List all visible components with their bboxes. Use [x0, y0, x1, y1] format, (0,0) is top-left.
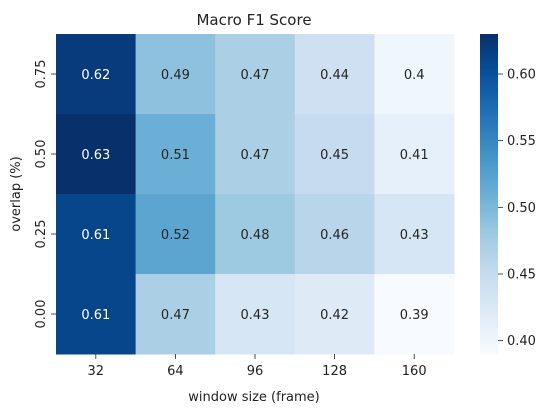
cell-value-label: 0.52: [161, 228, 190, 243]
heatmap-cell: [56, 274, 137, 355]
heatmap-cell: [215, 34, 296, 115]
heatmap-cell: [374, 194, 455, 275]
cell-value-label: 0.47: [241, 68, 270, 83]
cell-value-label: 0.44: [320, 68, 349, 83]
x-axis-label: window size (frame): [188, 390, 320, 405]
colorbar: [480, 34, 498, 354]
chart-title: Macro F1 Score: [196, 11, 311, 29]
y-axis-ticks: 0.75 0.50 0.25 0.00: [34, 60, 56, 329]
cell-value-label: 0.62: [81, 68, 110, 83]
cell-value-label: 0.49: [161, 68, 190, 83]
cell-value-label: 0.43: [400, 228, 429, 243]
heatmap-cell: [56, 194, 137, 275]
heatmap-cell: [135, 34, 216, 115]
cell-value-label: 0.45: [320, 148, 349, 163]
x-tick-label: 160: [402, 364, 427, 379]
heatmap-cell: [215, 274, 296, 355]
cell-value-label: 0.61: [81, 228, 110, 243]
colorbar-tick-label: 0.50: [507, 201, 536, 216]
cell-value-label: 0.42: [320, 308, 349, 323]
cell-value-label: 0.61: [81, 308, 110, 323]
heatmap-cell: [294, 274, 375, 355]
cell-value-label: 0.63: [81, 148, 110, 163]
heatmap-cell: [56, 34, 137, 115]
colorbar-ticks: 0.40 0.45 0.50 0.55 0.60: [498, 68, 536, 349]
heatmap-cell: [135, 194, 216, 275]
heatmap-cell: [294, 114, 375, 195]
colorbar-tick-label: 0.55: [507, 134, 536, 149]
cell-value-label: 0.48: [241, 228, 270, 243]
colorbar-tick-label: 0.40: [507, 334, 536, 349]
heatmap-cell: [135, 274, 216, 355]
cell-value-label: 0.47: [161, 308, 190, 323]
cell-value-label: 0.4: [404, 68, 425, 83]
y-tick-label: 0.75: [34, 60, 49, 89]
heatmap-cell: [374, 114, 455, 195]
x-tick-label: 64: [167, 364, 184, 379]
heatmap-cell: [374, 34, 455, 115]
heatmap-cells: 0.62 0.49 0.47 0.44 0.4 0.63 0.51 0.47 0.45 0.41 0…: [56, 34, 455, 355]
heatmap-cell: [374, 274, 455, 355]
cell-value-label: 0.39: [400, 308, 429, 323]
heatmap-cell: [294, 194, 375, 275]
cell-value-label: 0.51: [161, 148, 190, 163]
x-tick-label: 128: [322, 364, 347, 379]
cell-value-label: 0.47: [241, 148, 270, 163]
heatmap-cell: [294, 34, 375, 115]
heatmap-cell: [215, 114, 296, 195]
cell-value-label: 0.46: [320, 228, 349, 243]
y-tick-label: 0.25: [34, 220, 49, 249]
y-tick-label: 0.50: [34, 140, 49, 169]
cell-value-label: 0.41: [400, 148, 429, 163]
heatmap-cell: [215, 194, 296, 275]
colorbar-tick-label: 0.45: [507, 268, 536, 283]
x-axis-ticks: 32 64 96 128 160: [88, 354, 427, 379]
x-tick-label: 32: [88, 364, 105, 379]
heatmap-cell: [56, 114, 137, 195]
heatmap-cell: [135, 114, 216, 195]
cell-value-label: 0.43: [241, 308, 270, 323]
colorbar-tick-label: 0.60: [507, 68, 536, 83]
y-tick-label: 0.00: [34, 300, 49, 329]
y-axis-label: overlap (%): [9, 156, 24, 231]
x-tick-label: 96: [247, 364, 264, 379]
